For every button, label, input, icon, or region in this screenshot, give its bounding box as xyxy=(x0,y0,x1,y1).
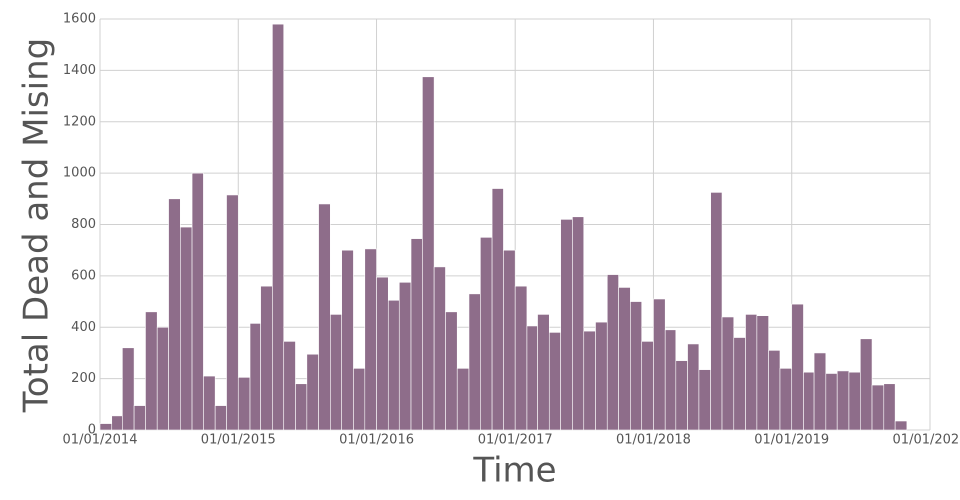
bar xyxy=(364,248,377,431)
bar xyxy=(583,330,596,431)
bar xyxy=(237,377,251,431)
bar xyxy=(653,298,666,431)
bar xyxy=(249,323,261,431)
x-axis-title: Time xyxy=(472,451,556,491)
bar xyxy=(641,341,654,431)
y-tick-label: 1400 xyxy=(63,63,96,78)
bar xyxy=(803,371,815,431)
bar xyxy=(203,375,216,431)
bar xyxy=(503,249,516,431)
bar xyxy=(526,325,538,431)
bar xyxy=(145,311,158,431)
bar xyxy=(133,405,146,431)
y-tick-label: 800 xyxy=(71,217,96,232)
bar xyxy=(491,188,504,431)
y-tick-label: 600 xyxy=(71,268,96,283)
x-tick-label: 01/01/2016 xyxy=(339,433,414,448)
bar xyxy=(341,249,354,431)
bar xyxy=(456,368,470,431)
bar xyxy=(168,198,181,431)
bar xyxy=(295,383,308,431)
bar xyxy=(745,314,758,431)
bar xyxy=(214,405,227,431)
bar xyxy=(836,370,850,431)
bar xyxy=(330,314,342,431)
bar xyxy=(572,216,585,431)
bar xyxy=(468,293,481,431)
bar xyxy=(595,321,608,431)
bar xyxy=(894,420,908,431)
bar xyxy=(721,316,735,431)
bar xyxy=(813,352,827,431)
bar xyxy=(398,281,412,431)
bar xyxy=(630,301,643,431)
y-tick-label: 1000 xyxy=(63,166,96,181)
x-tick-label: 01/01/2020 xyxy=(893,433,960,448)
bar xyxy=(618,287,631,431)
y-tick-label: 200 xyxy=(71,371,96,386)
y-tick-label: 1600 xyxy=(63,12,96,27)
bar xyxy=(537,314,550,431)
bar xyxy=(848,371,861,431)
bar xyxy=(111,415,123,431)
bar xyxy=(548,332,561,431)
bar xyxy=(871,384,885,431)
x-tick-label: 01/01/2015 xyxy=(201,433,276,448)
bar xyxy=(122,347,135,431)
bar xyxy=(410,238,423,431)
bar xyxy=(422,76,435,431)
bar xyxy=(260,285,273,431)
bar xyxy=(698,369,711,431)
bar xyxy=(883,383,896,431)
bar xyxy=(191,172,204,431)
bar xyxy=(387,299,400,431)
bar xyxy=(318,203,331,431)
y-axis-title: Total Dead and Mising xyxy=(17,38,57,413)
bar xyxy=(156,326,169,431)
y-tick-label: 0 xyxy=(88,423,96,438)
bar xyxy=(687,343,700,431)
bar xyxy=(606,274,619,431)
bar xyxy=(560,219,573,431)
bar xyxy=(283,341,296,431)
bar xyxy=(733,337,746,431)
bar xyxy=(353,368,366,431)
bar xyxy=(480,237,493,431)
bar xyxy=(779,368,793,431)
x-tick-label: 01/01/2018 xyxy=(616,433,691,448)
bar xyxy=(768,350,781,431)
bar xyxy=(99,423,113,431)
y-tick-label: 400 xyxy=(71,320,96,335)
bar xyxy=(445,311,458,431)
bar xyxy=(306,353,319,431)
bar xyxy=(376,276,389,431)
y-tick-label: 1200 xyxy=(63,114,96,129)
bar xyxy=(675,360,688,431)
bar xyxy=(664,329,677,431)
bar xyxy=(791,303,804,431)
x-tick-label: 01/01/2019 xyxy=(754,433,829,448)
bar xyxy=(756,315,769,431)
bar xyxy=(514,285,528,431)
bar xyxy=(226,194,239,431)
bar xyxy=(710,192,723,431)
bar xyxy=(859,338,873,431)
bar xyxy=(272,23,285,431)
bar xyxy=(180,226,193,431)
x-tick-label: 01/01/2017 xyxy=(478,433,553,448)
bar xyxy=(433,266,446,431)
bar xyxy=(825,373,838,431)
x-tick-label: 01/01/2014 xyxy=(63,433,138,448)
